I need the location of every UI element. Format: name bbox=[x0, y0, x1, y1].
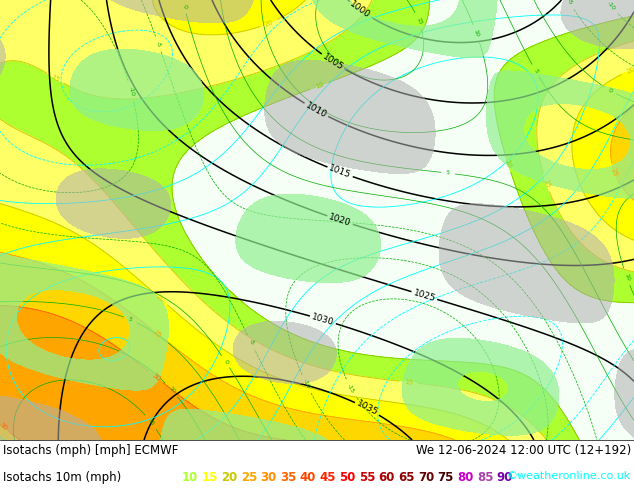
Text: Isotachs (mph) [mph] ECMWF: Isotachs (mph) [mph] ECMWF bbox=[3, 444, 179, 457]
Text: 10: 10 bbox=[182, 471, 198, 484]
Text: -5: -5 bbox=[566, 0, 573, 6]
Text: Isotachs 10m (mph): Isotachs 10m (mph) bbox=[3, 471, 122, 484]
Text: 0: 0 bbox=[181, 4, 187, 9]
Text: 25: 25 bbox=[152, 329, 162, 339]
Text: 1010: 1010 bbox=[304, 100, 328, 120]
Text: 10: 10 bbox=[503, 158, 512, 169]
Text: -10: -10 bbox=[605, 0, 616, 11]
Text: 20: 20 bbox=[155, 294, 166, 304]
Text: 5: 5 bbox=[533, 68, 539, 74]
Text: 1000: 1000 bbox=[348, 0, 372, 20]
Text: 10: 10 bbox=[623, 272, 630, 281]
Text: -10: -10 bbox=[302, 378, 311, 390]
Text: 1005: 1005 bbox=[321, 52, 345, 72]
Text: 15: 15 bbox=[542, 178, 550, 188]
Text: 5: 5 bbox=[446, 171, 450, 176]
Text: 90: 90 bbox=[496, 471, 513, 484]
Text: 15: 15 bbox=[415, 17, 422, 25]
Text: 10: 10 bbox=[472, 28, 480, 38]
Text: 45: 45 bbox=[320, 471, 336, 484]
Text: 15: 15 bbox=[404, 379, 413, 386]
Text: 25: 25 bbox=[610, 167, 619, 177]
Text: 1030: 1030 bbox=[311, 312, 335, 327]
Text: 35: 35 bbox=[280, 471, 297, 484]
Text: 1020: 1020 bbox=[328, 212, 353, 228]
Text: -10: -10 bbox=[127, 86, 135, 97]
Text: 70: 70 bbox=[418, 471, 434, 484]
Text: -5: -5 bbox=[155, 40, 162, 48]
Text: 20: 20 bbox=[625, 66, 634, 75]
Text: 1025: 1025 bbox=[412, 288, 437, 303]
Text: 40: 40 bbox=[300, 471, 316, 484]
Text: ©weatheronline.co.uk: ©weatheronline.co.uk bbox=[507, 471, 631, 481]
Text: 55: 55 bbox=[359, 471, 375, 484]
Text: 15: 15 bbox=[202, 471, 218, 484]
Text: 60: 60 bbox=[378, 471, 395, 484]
Text: 65: 65 bbox=[398, 471, 415, 484]
Text: 80: 80 bbox=[457, 471, 474, 484]
Text: 1035: 1035 bbox=[355, 399, 379, 418]
Text: 20: 20 bbox=[264, 19, 274, 27]
Text: -15: -15 bbox=[346, 383, 356, 394]
Text: 50: 50 bbox=[339, 471, 356, 484]
Text: 85: 85 bbox=[477, 471, 493, 484]
Text: 5: 5 bbox=[127, 317, 133, 323]
Text: 0: 0 bbox=[607, 87, 613, 94]
Text: 30: 30 bbox=[0, 421, 8, 432]
Text: 30: 30 bbox=[261, 471, 277, 484]
Text: 0: 0 bbox=[223, 359, 229, 365]
Text: 15: 15 bbox=[50, 74, 61, 83]
Text: We 12-06-2024 12:00 UTC (12+192): We 12-06-2024 12:00 UTC (12+192) bbox=[415, 444, 631, 457]
Text: 75: 75 bbox=[437, 471, 454, 484]
Text: -5: -5 bbox=[247, 339, 255, 346]
Text: 25: 25 bbox=[241, 471, 257, 484]
Text: 15: 15 bbox=[146, 417, 155, 427]
Text: 30: 30 bbox=[151, 372, 162, 382]
Text: 10: 10 bbox=[314, 81, 325, 90]
Text: 10: 10 bbox=[167, 385, 176, 394]
Text: 20: 20 bbox=[221, 471, 238, 484]
Text: 1015: 1015 bbox=[328, 164, 353, 180]
